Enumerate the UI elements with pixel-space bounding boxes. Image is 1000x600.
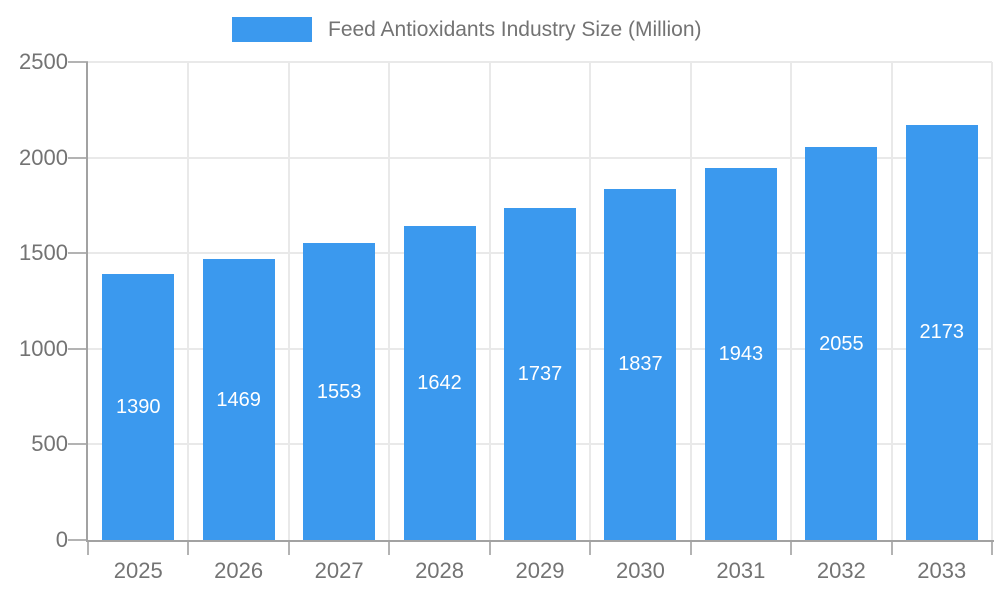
x-tick-mark (488, 540, 491, 555)
bar (202, 259, 275, 540)
legend-swatch (232, 17, 312, 42)
y-tick-label: 2000 (19, 144, 68, 170)
x-tick-label: 2032 (816, 558, 866, 583)
v-gridline (287, 62, 290, 540)
bar-value-label: 1469 (216, 388, 261, 411)
bar-value-label: 1837 (618, 353, 663, 376)
bar (604, 188, 677, 540)
v-gridline (589, 62, 592, 540)
x-tick-label: 2028 (415, 558, 465, 583)
v-gridline (890, 62, 893, 540)
bar (102, 274, 175, 540)
y-tick-label: 1000 (19, 335, 68, 361)
bar (805, 147, 878, 540)
x-tick-label: 2027 (314, 558, 364, 583)
bar-value-label: 1390 (115, 396, 161, 419)
y-tick-label: 0 (55, 527, 68, 552)
x-axis-line (86, 540, 994, 542)
x-tick-label: 2033 (917, 558, 967, 583)
x-tick-mark (87, 540, 89, 555)
y-tick-mark (68, 156, 88, 159)
bar (704, 168, 777, 540)
legend-label: Feed Antioxidants Industry Size (Million… (328, 17, 702, 41)
bar (303, 243, 376, 540)
y-tick-label: 1500 (19, 240, 68, 266)
y-tick-label: 2500 (19, 49, 68, 74)
x-tick-label: 2025 (113, 558, 163, 583)
x-tick-label: 2031 (716, 558, 766, 583)
x-tick-mark (187, 540, 190, 555)
bar (905, 124, 978, 540)
y-tick-mark (68, 443, 88, 446)
bar (403, 226, 476, 540)
x-tick-mark (991, 540, 993, 555)
h-gridline (88, 156, 992, 159)
y-tick-label: 500 (31, 431, 68, 457)
x-tick-mark (790, 540, 793, 555)
bar-value-label: 1642 (417, 372, 462, 395)
bar-value-label: 1737 (517, 362, 563, 385)
v-gridline (488, 62, 491, 540)
x-tick-label: 2030 (615, 558, 665, 583)
y-tick-mark (68, 252, 88, 255)
y-tick-mark (68, 61, 88, 63)
y-axis-line (86, 62, 88, 542)
v-gridline (689, 62, 692, 540)
bar-value-label: 1553 (316, 380, 362, 403)
y-tick-mark (68, 539, 88, 541)
v-gridline (388, 62, 391, 540)
x-tick-mark (589, 540, 592, 555)
legend-item[interactable]: Feed Antioxidants Industry Size (Million… (232, 17, 702, 42)
x-tick-label: 2029 (515, 558, 565, 583)
h-gridline (88, 61, 992, 63)
x-tick-mark (287, 540, 290, 555)
v-gridline (187, 62, 190, 540)
y-tick-mark (68, 347, 88, 350)
bar-value-label: 2055 (819, 332, 864, 355)
bar (504, 207, 576, 540)
v-gridline (790, 62, 793, 540)
v-gridline (991, 62, 993, 540)
x-tick-mark (689, 540, 692, 555)
x-tick-mark (890, 540, 893, 555)
x-tick-label: 2026 (214, 558, 264, 583)
bar-value-label: 1943 (718, 343, 764, 366)
bar-value-label: 2173 (919, 321, 965, 344)
x-tick-mark (388, 540, 391, 555)
